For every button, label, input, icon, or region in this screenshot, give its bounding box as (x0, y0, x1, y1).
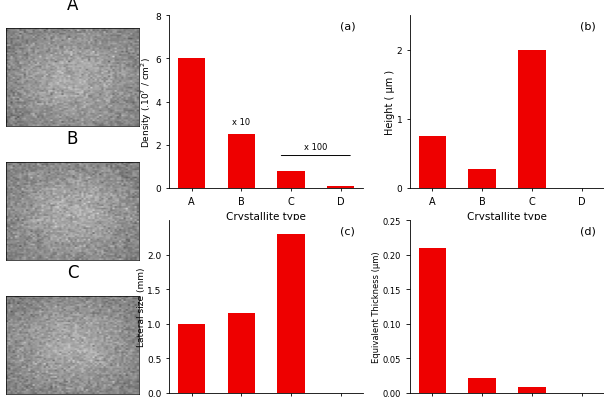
Text: (c): (c) (341, 226, 355, 236)
Text: A: A (67, 0, 78, 14)
Y-axis label: Equivalent Thickness (μm): Equivalent Thickness (μm) (372, 251, 381, 363)
Bar (277, 234, 304, 393)
Bar (469, 378, 496, 393)
Text: x 100: x 100 (304, 143, 327, 152)
Y-axis label: Lateral size (mm): Lateral size (mm) (137, 267, 146, 346)
Text: C: C (66, 263, 79, 282)
Bar (518, 51, 545, 188)
Y-axis label: Height ( μm ): Height ( μm ) (385, 70, 395, 135)
Text: (b): (b) (580, 21, 596, 31)
Bar (469, 170, 496, 188)
Text: (d): (d) (580, 226, 596, 236)
Bar (178, 324, 205, 393)
Bar (228, 135, 255, 188)
Bar (518, 387, 545, 393)
Bar (178, 59, 205, 188)
X-axis label: Crystallite type: Crystallite type (467, 212, 547, 222)
Y-axis label: Density (.10$^7$ / cm$^2$): Density (.10$^7$ / cm$^2$) (140, 57, 155, 148)
Bar (327, 186, 355, 188)
Bar (419, 248, 446, 393)
Text: B: B (67, 130, 78, 148)
Bar (228, 314, 255, 393)
Bar (419, 137, 446, 188)
Bar (277, 171, 304, 188)
Text: (a): (a) (339, 21, 355, 31)
Text: x 10: x 10 (232, 118, 250, 127)
X-axis label: Crystallite type: Crystallite type (226, 212, 306, 222)
